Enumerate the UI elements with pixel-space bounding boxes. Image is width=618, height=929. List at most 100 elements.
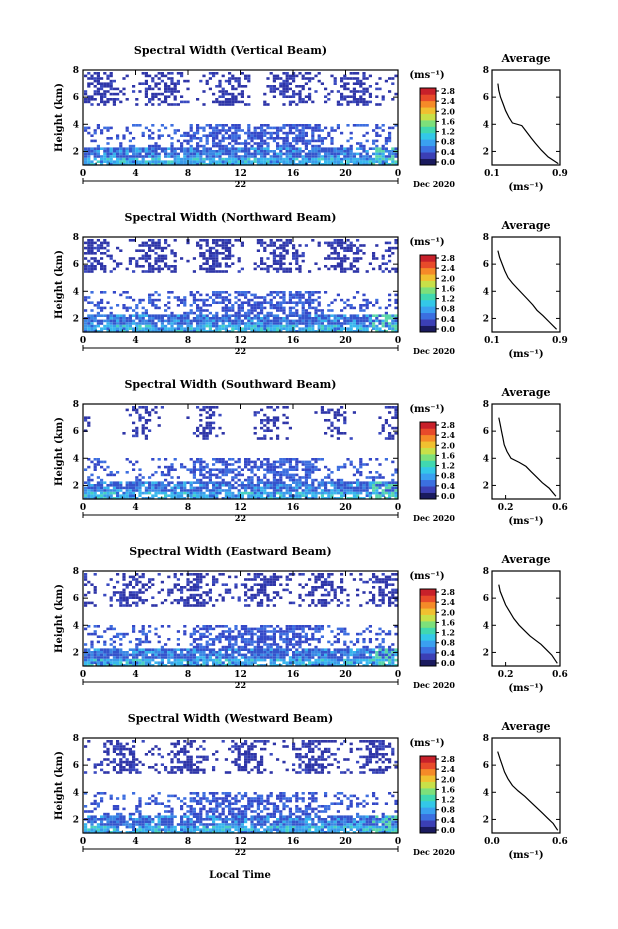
heatmap-cell	[93, 98, 97, 101]
heatmap-cell	[365, 327, 369, 330]
heatmap-cell	[122, 491, 126, 495]
heatmap-cell	[212, 648, 216, 651]
heatmap-cell	[128, 160, 132, 163]
heatmap-cell	[141, 627, 145, 631]
heatmap-cell	[128, 481, 132, 484]
heatmap-cell	[122, 157, 126, 161]
heatmap-cell	[157, 330, 161, 333]
heatmap-cell	[199, 79, 203, 83]
heatmap-cell	[164, 599, 168, 602]
heatmap-cell	[180, 160, 184, 163]
heatmap-cell	[368, 484, 372, 487]
heatmap-cell	[157, 314, 161, 317]
heatmap-cell	[180, 317, 184, 320]
heatmap-cell	[333, 129, 337, 132]
heatmap-cell	[221, 625, 225, 628]
heatmap-cell	[231, 155, 235, 158]
heatmap-cell	[93, 79, 97, 83]
heatmap-cell	[100, 484, 104, 487]
heatmap-cell	[340, 486, 344, 490]
heatmap-cell	[368, 147, 372, 150]
heatmap-cell	[87, 131, 91, 135]
heatmap-cell	[100, 494, 104, 497]
heatmap-cell	[205, 163, 209, 166]
heatmap-cell	[208, 150, 212, 153]
heatmap-cell	[170, 664, 174, 667]
heatmap-cell	[237, 293, 241, 297]
heatmap-cell	[141, 319, 145, 323]
heatmap-cell	[170, 489, 174, 492]
heatmap-cell	[109, 330, 113, 333]
heatmap-cell	[356, 163, 360, 166]
heatmap-cell	[125, 309, 129, 312]
heatmap-cell	[144, 160, 148, 163]
heatmap-cell	[183, 486, 187, 490]
heatmap-cell	[320, 314, 324, 317]
heatmap-cell	[199, 489, 203, 492]
heatmap-cell	[282, 460, 286, 464]
heatmap-cell	[212, 157, 216, 161]
heatmap-cell	[160, 601, 164, 605]
average-title: Average	[500, 52, 550, 65]
heatmap-cell	[295, 155, 299, 158]
heatmap-cell	[183, 658, 187, 662]
heatmap-cell	[176, 163, 180, 166]
heatmap-cell	[141, 601, 145, 605]
heatmap-cell	[298, 152, 302, 156]
heatmap-cell	[260, 241, 264, 245]
heatmap-cell	[388, 249, 392, 252]
heatmap-cell	[237, 322, 241, 325]
panel-3: Spectral Width (Southward Beam)2468Heigh…	[54, 378, 568, 527]
heatmap-cell	[237, 259, 241, 263]
heatmap-cell	[103, 147, 107, 150]
heatmap-cell	[218, 90, 222, 93]
heatmap-cell	[103, 92, 107, 96]
heatmap-cell	[148, 411, 152, 414]
heatmap-cell	[234, 327, 238, 330]
heatmap-cell	[346, 163, 350, 166]
heatmap-cell	[192, 150, 196, 153]
heatmap-cell	[186, 259, 190, 263]
heatmap-cell	[317, 160, 321, 163]
heatmap-cell	[231, 147, 235, 150]
heatmap-cell	[240, 129, 244, 132]
heatmap-cell	[359, 85, 363, 88]
heatmap-cell	[234, 586, 238, 589]
heatmap-cell	[272, 424, 276, 427]
heatmap-cell	[266, 406, 270, 409]
heatmap-cell	[221, 246, 225, 250]
heatmap-cell	[381, 150, 385, 153]
heatmap-cell	[106, 473, 110, 477]
heatmap-cell	[186, 155, 190, 158]
heatmap-cell	[96, 92, 100, 96]
heatmap-cell	[170, 486, 174, 490]
heatmap-cell	[231, 134, 235, 137]
heatmap-cell	[359, 157, 363, 161]
heatmap-cell	[247, 157, 251, 161]
average-profile-line	[497, 83, 559, 165]
heatmap-cell	[263, 155, 267, 158]
heatmap-cell	[314, 152, 318, 156]
heatmap-cell	[128, 139, 132, 143]
heatmap-cell	[144, 126, 148, 130]
heatmap-cell	[308, 291, 312, 294]
heatmap-cell	[333, 416, 337, 419]
colorbar-tick-label: 2.8	[441, 253, 455, 263]
heatmap-cell	[135, 157, 139, 161]
heatmap-cell	[109, 147, 113, 150]
heatmap-cell	[135, 160, 139, 163]
heatmap-cell	[208, 330, 212, 333]
heatmap-cell	[87, 252, 91, 255]
heatmap-cell	[132, 648, 136, 651]
heatmap-cell	[148, 249, 152, 252]
heatmap-cell	[228, 246, 232, 250]
heatmap-cell	[212, 651, 216, 654]
heatmap-cell	[154, 257, 158, 260]
heatmap-cell	[132, 434, 136, 438]
heatmap-cell	[106, 82, 110, 85]
heatmap-cell	[333, 327, 337, 330]
heatmap-cell	[96, 74, 100, 78]
heatmap-cell	[368, 314, 372, 317]
heatmap-cell	[218, 468, 222, 471]
heatmap-cell	[314, 411, 318, 414]
